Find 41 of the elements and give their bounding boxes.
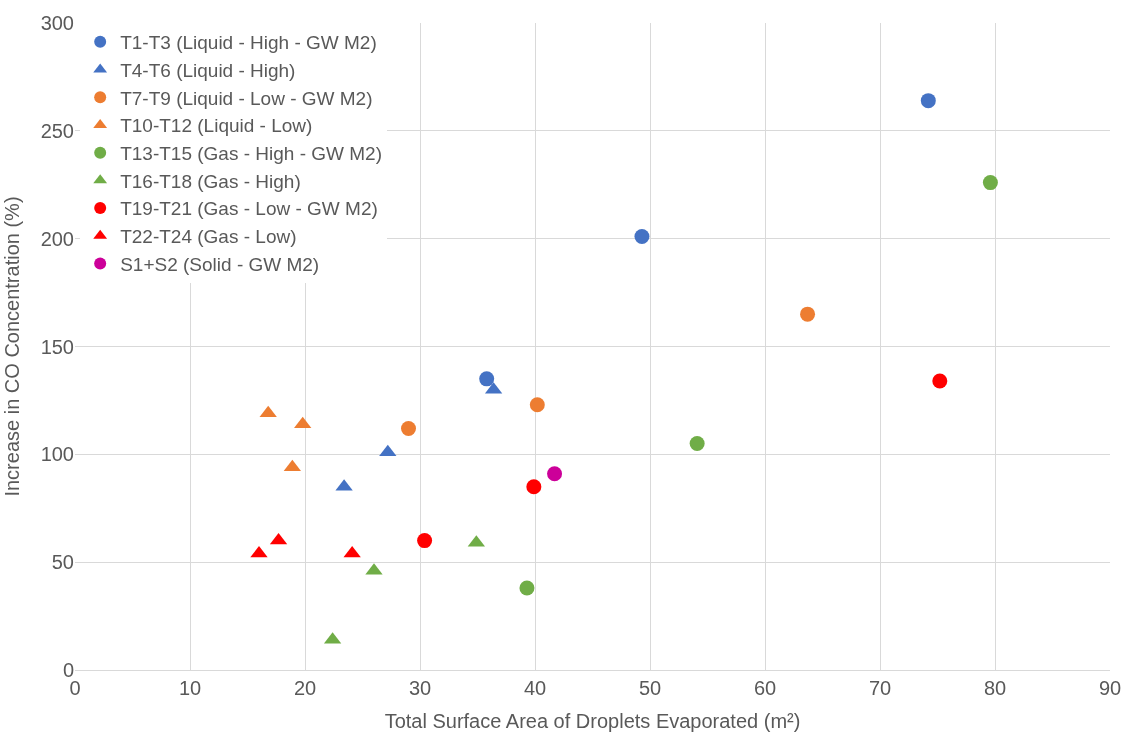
x-tick-label: 60: [753, 677, 777, 699]
legend-label: S1+S2 (Solid - GW M2): [120, 253, 320, 275]
y-axis-title: Increase in CO Concentration (%): [1, 196, 24, 497]
point: [529, 397, 545, 413]
point: [634, 229, 650, 244]
point: [259, 405, 277, 418]
legend-label: T19-T21 (Gas - Low - GW M2): [120, 198, 378, 220]
point: [982, 175, 998, 191]
point: [800, 306, 816, 322]
y-tick-label: 250: [40, 119, 74, 142]
point: [526, 479, 542, 495]
point: [547, 466, 563, 482]
point: [417, 533, 433, 549]
x-tick-label: 10: [178, 677, 202, 699]
legend-label: T16-T18 (Gas - High): [120, 170, 301, 192]
legend-label: T4-T6 (Liquid - High): [120, 59, 296, 81]
point: [920, 93, 936, 109]
x-tick-label: 20: [293, 677, 317, 699]
x-tick-label: 50: [638, 677, 662, 699]
point: [519, 580, 535, 596]
legend-label: T22-T24 (Gas - Low): [120, 226, 297, 248]
legend-label: T10-T12 (Liquid - Low): [120, 115, 313, 137]
point: [932, 373, 948, 389]
x-axis-title: Total Surface Area of Droplets Evaporated (m²): [384, 709, 801, 732]
legend-label: T13-T15 (Gas - High - GW M2): [120, 143, 382, 165]
point: [401, 420, 416, 436]
legend-label: T1-T3 (Liquid - High - GW M2): [120, 32, 377, 54]
x-tick-label: 30: [408, 677, 432, 699]
y-tick-label: 200: [40, 227, 74, 250]
x-tick-label: 90: [1098, 677, 1122, 699]
y-tick-label: 300: [40, 12, 74, 34]
y-tick-label: 50: [51, 551, 74, 574]
x-tick-label: 80: [983, 677, 1007, 699]
x-tick-label: 70: [868, 677, 892, 699]
y-tick-label: 100: [40, 443, 74, 466]
y-tick-label: 150: [40, 335, 74, 358]
y-tick-label: 0: [62, 659, 74, 681]
legend-label: T7-T9 (Liquid - Low - GW M2): [120, 87, 373, 109]
point: [479, 371, 495, 387]
point: [689, 436, 705, 452]
x-tick-label: 40: [523, 677, 547, 699]
